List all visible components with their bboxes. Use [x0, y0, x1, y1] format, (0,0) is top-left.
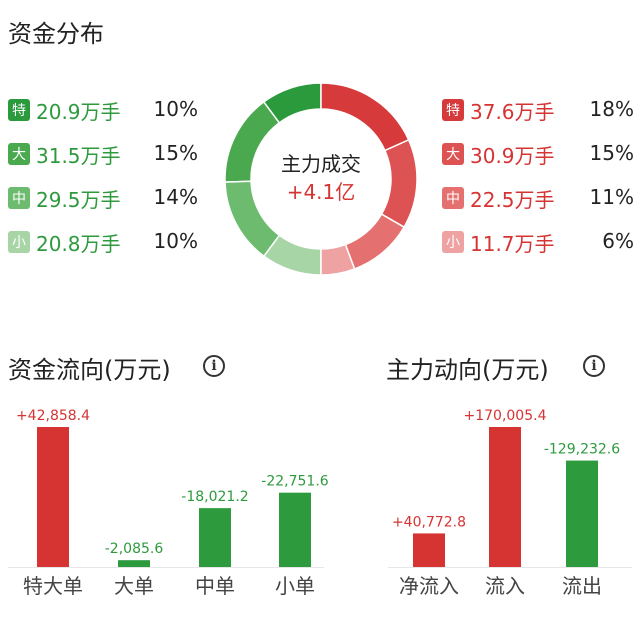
outflow-row-amount: 20.9万手	[36, 99, 121, 124]
outflow-row-badge: 大	[8, 143, 30, 165]
inflow-row-amount: 11.7万手	[470, 231, 555, 256]
bar-value-label: +42,858.4	[16, 408, 90, 424]
bar	[489, 427, 521, 567]
donut-slice	[224, 100, 281, 183]
inflow-row: 特 37.6万手	[442, 96, 555, 124]
flow-bar-chart: +42,858.4 特大单 -2,085.6 大单 -18,021.2 中单 -22,751…	[8, 408, 329, 598]
bar-value-label: +170,005.4	[464, 408, 547, 424]
bar-category-label: 净流入	[399, 574, 459, 598]
bar	[199, 508, 231, 567]
bar-value-label: -22,751.6	[261, 474, 328, 490]
inflow-row-badge: 中	[442, 187, 464, 209]
inflow-row-percent: 6%	[602, 229, 634, 253]
outflow-row-badge: 中	[8, 187, 30, 209]
inflow-row-percent: 11%	[589, 185, 634, 209]
inflow-row-amount: 22.5万手	[470, 187, 555, 212]
bar-value-label: -18,021.2	[181, 489, 248, 505]
outflow-row: 小 20.8万手	[8, 228, 121, 256]
bar-category-label: 流出	[562, 574, 602, 598]
main-force-bar-chart: +40,772.8 净流入 +170,005.4 流入 -129,232.6 流出	[388, 408, 632, 598]
inflow-row-amount: 37.6万手	[470, 99, 555, 124]
bar	[118, 560, 150, 567]
bar-category-label: 大单	[114, 574, 154, 598]
donut-slice	[320, 243, 356, 276]
outflow-row-percent: 14%	[153, 185, 198, 209]
outflow-row-amount: 29.5万手	[36, 187, 121, 212]
bar-value-label: -2,085.6	[105, 541, 164, 557]
outflow-row-badge: 特	[8, 99, 30, 121]
outflow-row-badge: 小	[8, 231, 30, 253]
inflow-row: 中 22.5万手	[442, 184, 555, 212]
inflow-row-badge: 大	[442, 143, 464, 165]
bar	[413, 533, 445, 567]
outflow-row: 特 20.9万手	[8, 96, 121, 124]
bar-value-label: -129,232.6	[544, 442, 620, 458]
center-label: 主力成交	[281, 152, 361, 176]
outflow-row: 大 31.5万手	[8, 140, 121, 168]
info-icon[interactable]: i	[203, 355, 225, 377]
distribution-title: 资金分布	[8, 20, 104, 48]
bar-category-label: 中单	[195, 574, 235, 598]
bar-category-label: 小单	[275, 574, 315, 598]
donut-slice	[262, 234, 322, 276]
donut-slice	[344, 213, 406, 270]
distribution-donut-chart: 主力成交 +4.1亿	[224, 82, 418, 276]
outflow-row: 中 29.5万手	[8, 184, 121, 212]
inflow-row: 小 11.7万手	[442, 228, 555, 256]
donut-slice	[224, 180, 281, 258]
bar	[37, 427, 69, 567]
inflow-row-percent: 18%	[589, 97, 634, 121]
inflow-row-amount: 30.9万手	[470, 143, 555, 168]
donut-slice	[320, 82, 410, 152]
bar-category-label: 特大单	[23, 574, 83, 598]
outflow-row-percent: 15%	[153, 141, 198, 165]
center-value: +4.1亿	[287, 180, 356, 204]
inflow-row: 大 30.9万手	[442, 140, 555, 168]
inflow-row-percent: 15%	[589, 141, 634, 165]
inflow-row-badge: 特	[442, 99, 464, 121]
bar-category-label: 流入	[485, 574, 525, 598]
info-icon[interactable]: i	[583, 355, 605, 377]
donut-slice	[380, 138, 418, 229]
outflow-row-amount: 31.5万手	[36, 143, 121, 168]
outflow-row-percent: 10%	[153, 97, 198, 121]
outflow-row-percent: 10%	[153, 229, 198, 253]
flow-title: 资金流向(万元)	[8, 356, 171, 384]
bar	[279, 492, 311, 567]
bar-value-label: +40,772.8	[392, 514, 466, 530]
outflow-row-amount: 20.8万手	[36, 231, 121, 256]
main-force-title: 主力动向(万元)	[386, 356, 549, 384]
inflow-row-badge: 小	[442, 231, 464, 253]
bar	[566, 460, 598, 567]
